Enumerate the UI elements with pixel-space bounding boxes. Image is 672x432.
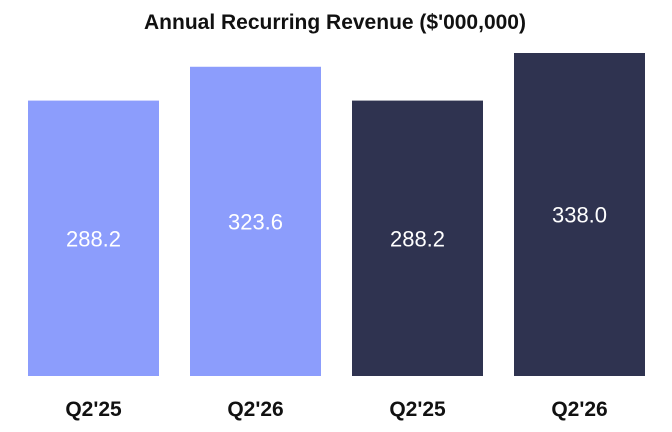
bar-value-label-1: 288.2 <box>66 226 121 251</box>
bar-3 <box>352 100 483 377</box>
bars-group <box>28 53 645 377</box>
bar-4 <box>514 53 645 376</box>
bar-1 <box>28 100 159 377</box>
bar-value-label-2: 323.6 <box>228 209 283 234</box>
bar-value-label-3: 288.2 <box>390 226 445 251</box>
x-tick-label-3: Q2'25 <box>389 398 446 421</box>
x-tick-labels-group: Q2'25 Q2'26 Q2'25 Q2'26 <box>65 398 607 421</box>
x-tick-label-4: Q2'26 <box>551 398 607 421</box>
x-tick-label-1: Q2'25 <box>65 398 122 421</box>
value-labels-group: 288.2 323.6 288.2 338.0 <box>66 203 607 252</box>
chart-title: Annual Recurring Revenue ($'000,000) <box>144 11 526 34</box>
bar-value-label-4: 338.0 <box>552 203 607 228</box>
bar-2 <box>190 66 321 376</box>
x-tick-label-2: Q2'26 <box>227 398 283 421</box>
